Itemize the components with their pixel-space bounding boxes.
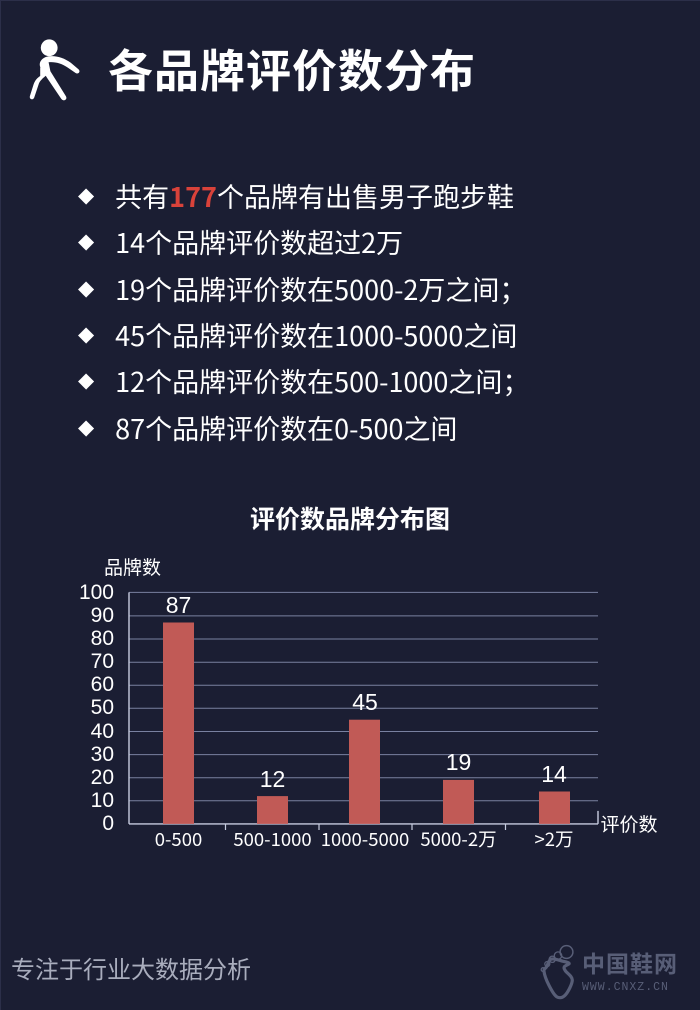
svg-text:WWW.CNXZ.CN: WWW.CNXZ.CN bbox=[582, 981, 669, 994]
svg-text:中国鞋网: 中国鞋网 bbox=[582, 945, 678, 979]
